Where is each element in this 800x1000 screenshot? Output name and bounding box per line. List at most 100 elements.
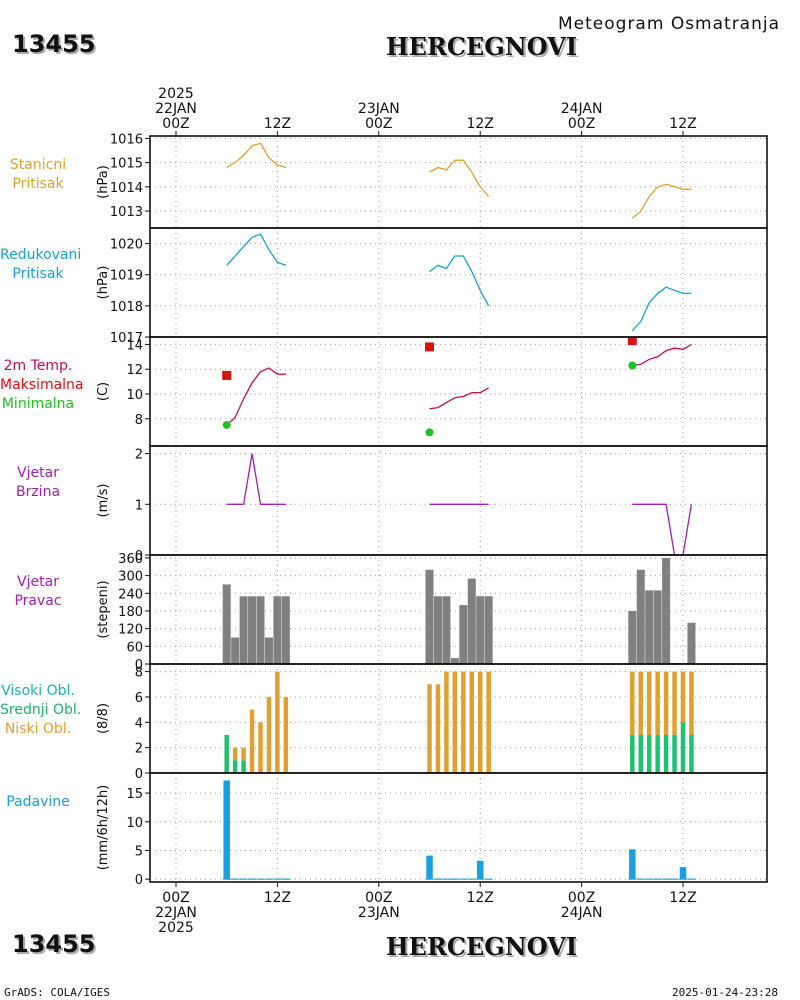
data-bar	[433, 596, 442, 664]
max-temp-marker	[222, 370, 232, 380]
panel-label-line: Niski Obl.	[4, 720, 72, 737]
max-temp-marker	[425, 342, 434, 352]
y-tick-label: 360	[118, 552, 143, 567]
x-tick-label-bottom: 22JAN	[155, 905, 197, 921]
x-tick-label-top: 00Z	[365, 116, 392, 132]
x-tick-label-top: 12Z	[466, 116, 493, 132]
panel-label: Vjetar Pravac	[0, 573, 76, 611]
x-tick-label-top: 22JAN	[155, 101, 197, 117]
data-bar	[426, 855, 433, 880]
series-line	[429, 159, 490, 197]
y-tick-label: 1016	[110, 132, 143, 147]
panel-frame	[149, 772, 768, 883]
y-tick-label: 1015	[110, 157, 143, 172]
y-tick-label: 2	[135, 742, 143, 757]
y-axis-label: (C)	[96, 382, 111, 401]
y-tick-label: 5	[135, 844, 143, 859]
cloud-bar	[241, 747, 246, 761]
series-line	[226, 233, 287, 267]
cloud-bar	[452, 671, 458, 773]
panel-label: 2m Temp. Maksimalna Minimalna	[0, 357, 84, 414]
data-bar	[476, 596, 485, 664]
x-tick-label-bottom: 00Z	[568, 890, 595, 906]
data-bar	[459, 605, 468, 664]
y-axis-label: (stepeni)	[96, 580, 111, 638]
footer-timestamp: 2025-01-24-23:28	[672, 986, 778, 999]
data-bar	[679, 867, 687, 880]
panel-frame	[149, 336, 768, 447]
y-tick-label: 180	[118, 605, 143, 620]
x-tick-label-top: 2025	[158, 86, 194, 102]
panel-frame	[149, 445, 768, 556]
y-tick-label: 0	[135, 658, 143, 673]
data-bar	[467, 578, 476, 664]
series-line	[632, 343, 692, 367]
y-tick-label: 14	[126, 338, 143, 353]
y-tick-label: 1020	[110, 238, 143, 253]
panel-label: Visoki Obl. Srednji Obl. Niski Obl.	[0, 682, 81, 739]
cloud-bar	[275, 671, 280, 773]
min-temp-marker	[425, 428, 434, 437]
y-tick-label: 1	[135, 498, 143, 513]
panel-label-line: 2m Temp.	[3, 357, 73, 374]
y-tick-label: 12	[126, 363, 143, 378]
x-tick-label-bottom: 2025	[158, 920, 194, 936]
y-tick-label: 8	[135, 666, 143, 681]
cloud-bar	[461, 671, 466, 773]
panel-frame	[149, 135, 768, 229]
cloud-bar	[646, 671, 652, 735]
y-tick-label: 0	[135, 549, 143, 564]
panel-frame	[149, 227, 768, 338]
panel-plot-area	[226, 142, 692, 219]
data-bar	[629, 849, 636, 880]
cloud-bar	[663, 734, 669, 773]
x-tick-label-bottom: 24JAN	[561, 905, 603, 921]
x-tick-label-bottom: 12Z	[466, 890, 493, 906]
cloud-bar	[672, 671, 677, 735]
x-tick-label-bottom: 23JAN	[358, 905, 400, 921]
cloud-bar	[266, 696, 272, 773]
y-tick-label: 1017	[110, 331, 143, 346]
panel-label-line: Visoki Obl.	[1, 682, 75, 699]
x-tick-label-bottom: 12Z	[264, 890, 291, 906]
series-line	[226, 367, 286, 426]
panel-label-line: Vjetar	[17, 574, 59, 590]
y-tick-label: 60	[126, 640, 143, 655]
data-bar	[687, 622, 696, 664]
x-tick-label-top: 23JAN	[358, 101, 400, 117]
panel-label-line: Padavine	[6, 793, 70, 810]
cloud-bar	[689, 734, 694, 773]
data-bar	[264, 637, 273, 664]
cloud-bar	[638, 734, 643, 773]
station-name-top: HERCEGNOVI	[386, 32, 578, 61]
x-tick-label-top: 24JAN	[561, 101, 603, 117]
panel-plot-area	[222, 337, 692, 437]
panel-label-line: Vjetar	[17, 465, 59, 481]
station-number-bottom: 13455	[12, 930, 96, 958]
data-bar	[645, 590, 654, 664]
y-axis-label: (8/8)	[96, 703, 111, 734]
cloud-bar	[477, 671, 483, 773]
panel-label-line: Maksimalna	[0, 376, 84, 393]
data-bar	[273, 596, 282, 664]
footer-credit: GrADS: COLA/IGES	[4, 986, 110, 999]
panel-plot-area	[222, 780, 696, 880]
panel-plot-area	[226, 453, 693, 555]
data-bar	[442, 596, 451, 664]
y-tick-label: 8	[135, 413, 143, 428]
cloud-bar	[224, 734, 229, 773]
series-line	[226, 142, 287, 169]
cloud-bar	[469, 671, 474, 773]
cloud-bar	[241, 760, 246, 773]
y-tick-label: 0	[135, 767, 143, 782]
cloud-bar	[630, 671, 635, 735]
cloud-bar	[638, 671, 643, 735]
data-bar	[239, 596, 248, 664]
x-tick-label-top: 00Z	[568, 116, 595, 132]
cloud-bar	[232, 747, 238, 761]
data-bar	[662, 557, 671, 664]
data-bar	[484, 596, 493, 664]
panel-label-line: Pritisak	[12, 266, 64, 282]
x-tick-label-top: 12Z	[669, 116, 696, 132]
